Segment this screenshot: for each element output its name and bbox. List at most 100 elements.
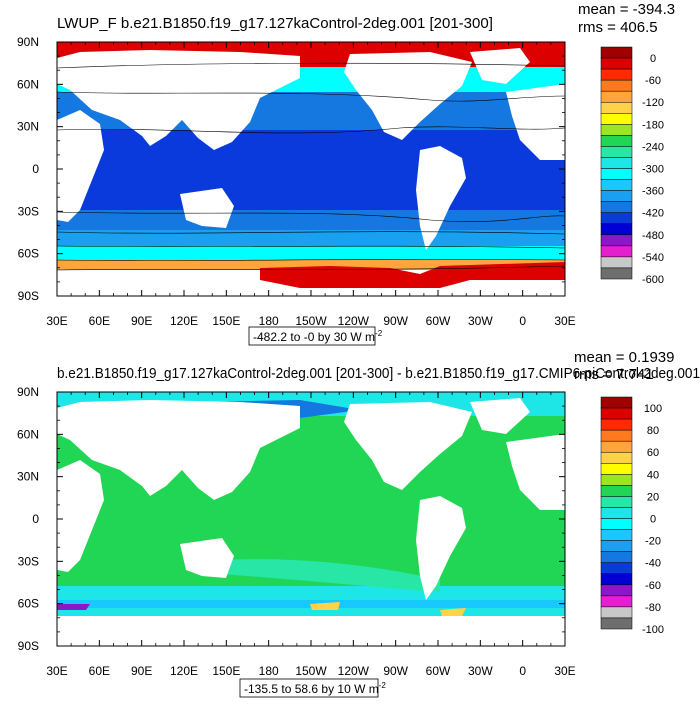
- colorbar-box: [600, 223, 633, 236]
- x-tick-label: 60W: [426, 664, 451, 678]
- panel-2-land-australia: [180, 538, 234, 578]
- x-tick-label: 120E: [170, 314, 198, 328]
- x-tick-label: 150E: [212, 664, 240, 678]
- colorbar-box: [600, 617, 633, 630]
- panel-2-land-europe-africa-east: [506, 434, 565, 510]
- x-tick-label: 30E: [554, 664, 575, 678]
- colorbar-label: -540: [642, 252, 664, 264]
- x-tick-label: 30E: [46, 314, 67, 328]
- colorbar-box: [600, 606, 633, 619]
- y-tick-label: 30S: [18, 204, 39, 218]
- colorbar-box: [600, 418, 633, 431]
- panel-2-land-north-america: [344, 402, 472, 490]
- colorbar-box: [600, 168, 633, 180]
- x-tick-label: 30W: [468, 664, 493, 678]
- colorbar-label: -40: [645, 558, 661, 570]
- colorbar-box: [600, 190, 633, 202]
- colorbar-label: 20: [647, 491, 659, 503]
- colorbar-label: 100: [644, 403, 662, 415]
- panel-1-land-europe-africa-east: [506, 84, 565, 160]
- colorbar-box: [600, 146, 633, 158]
- colorbar-box: [600, 429, 633, 442]
- panel-2-land-africa: [57, 460, 104, 572]
- panel-2-land-asia-europe: [57, 400, 300, 500]
- panel-1-land-greenland: [470, 48, 530, 84]
- colorbar-label: -120: [642, 97, 664, 109]
- colorbar-label: -360: [642, 186, 664, 198]
- x-tick-label: 120W: [338, 314, 370, 328]
- colorbar-box: [600, 595, 633, 608]
- colorbar-label: -100: [642, 624, 664, 636]
- colorbar-label: -180: [642, 119, 664, 131]
- y-tick-label: 30N: [17, 470, 39, 484]
- panel-2-land-south-america: [416, 496, 466, 600]
- y-tick-label: 0: [32, 512, 39, 526]
- panel-1-land-north-america: [344, 52, 472, 140]
- colorbar-box: [600, 201, 633, 213]
- colorbar-box: [600, 245, 633, 258]
- panel-2-map: [57, 392, 565, 646]
- colorbar-box: [600, 234, 633, 247]
- y-tick-label: 60N: [17, 77, 39, 91]
- x-tick-label: 180: [259, 314, 279, 328]
- colorbar-label: -60: [645, 580, 661, 592]
- x-tick-label: 0: [519, 314, 526, 328]
- colorbar-label: 60: [647, 447, 659, 459]
- panel-1-title: LWUP_F b.e21.B1850.f19_g17.127kaControl-…: [57, 15, 493, 32]
- x-tick-label: 90W: [383, 664, 408, 678]
- y-tick-label: 30N: [17, 120, 39, 134]
- colorbar-label: -600: [642, 274, 664, 286]
- x-tick-label: 90E: [131, 664, 152, 678]
- colorbar-label: -300: [642, 164, 664, 176]
- x-tick-label: 60E: [89, 664, 110, 678]
- panel-2-colorbar: 100 80 60 40 20 0 -20 -40 -60 -80 -100: [600, 396, 664, 636]
- panel-1-ticks: 30E 60E 90E 120E 150E 180 150W 120W 90W 60W 30W 0 30…: [17, 35, 576, 328]
- colorbar-box: [600, 256, 633, 269]
- x-tick-label: 120E: [170, 664, 198, 678]
- x-tick-label: 90W: [383, 314, 408, 328]
- colorbar-label: -20: [645, 536, 661, 548]
- panel-1-antarctic-coast-red: [260, 262, 565, 288]
- y-tick-label: 60S: [18, 597, 39, 611]
- x-tick-label: 90E: [131, 314, 152, 328]
- y-tick-label: 90N: [17, 385, 39, 399]
- colorbar-box: [600, 179, 633, 191]
- x-tick-label: 150W: [295, 314, 327, 328]
- colorbar-box: [600, 407, 633, 420]
- panel-1-rms: rms = 406.5: [578, 19, 658, 36]
- y-tick-label: 60N: [17, 427, 39, 441]
- x-tick-label: 30E: [554, 314, 575, 328]
- panel-1-land-asia-europe: [57, 50, 300, 150]
- x-tick-label: 150W: [295, 664, 327, 678]
- colorbar-box: [600, 101, 633, 114]
- colorbar-box: [600, 463, 633, 475]
- x-tick-label: 0: [519, 664, 526, 678]
- colorbar-box: [600, 124, 633, 136]
- panel-1-subtitle-box: -482.2 to -0 by 30 W m-2: [248, 326, 383, 346]
- panel-2-subtitle-box: -135.5 to 58.6 by 10 W m-2: [239, 678, 386, 698]
- panel-2-title: b.e21.B1850.f19_g17.127kaControl-2deg.00…: [57, 365, 700, 382]
- colorbar-label: -420: [642, 208, 664, 220]
- panel-2-mean: mean = 0.1939: [574, 349, 675, 366]
- colorbar-box: [600, 518, 633, 530]
- colorbar-box: [600, 90, 633, 103]
- y-tick-label: 90S: [18, 289, 39, 303]
- colorbar-label: 0: [650, 53, 656, 65]
- colorbar-box: [600, 57, 633, 70]
- x-tick-label: 150E: [212, 314, 240, 328]
- y-tick-label: 30S: [18, 554, 39, 568]
- colorbar-box: [600, 551, 633, 563]
- panel-1-band-antarctic-margin: [57, 260, 565, 270]
- colorbar-box: [600, 485, 633, 497]
- y-tick-label: 90N: [17, 35, 39, 49]
- colorbar-box: [600, 212, 633, 225]
- colorbar-box: [600, 540, 633, 552]
- colorbar-box: [600, 68, 633, 81]
- colorbar-label: -60: [645, 75, 661, 87]
- colorbar-box: [600, 584, 633, 597]
- panel-2: b.e21.B1850.f19_g17.127kaControl-2deg.00…: [17, 349, 700, 698]
- panel-2-anomaly-tropical-pacific: [220, 559, 440, 592]
- panel-1-band-tropics: [57, 130, 565, 210]
- colorbar-label: 80: [647, 425, 659, 437]
- colorbar-box: [600, 562, 633, 575]
